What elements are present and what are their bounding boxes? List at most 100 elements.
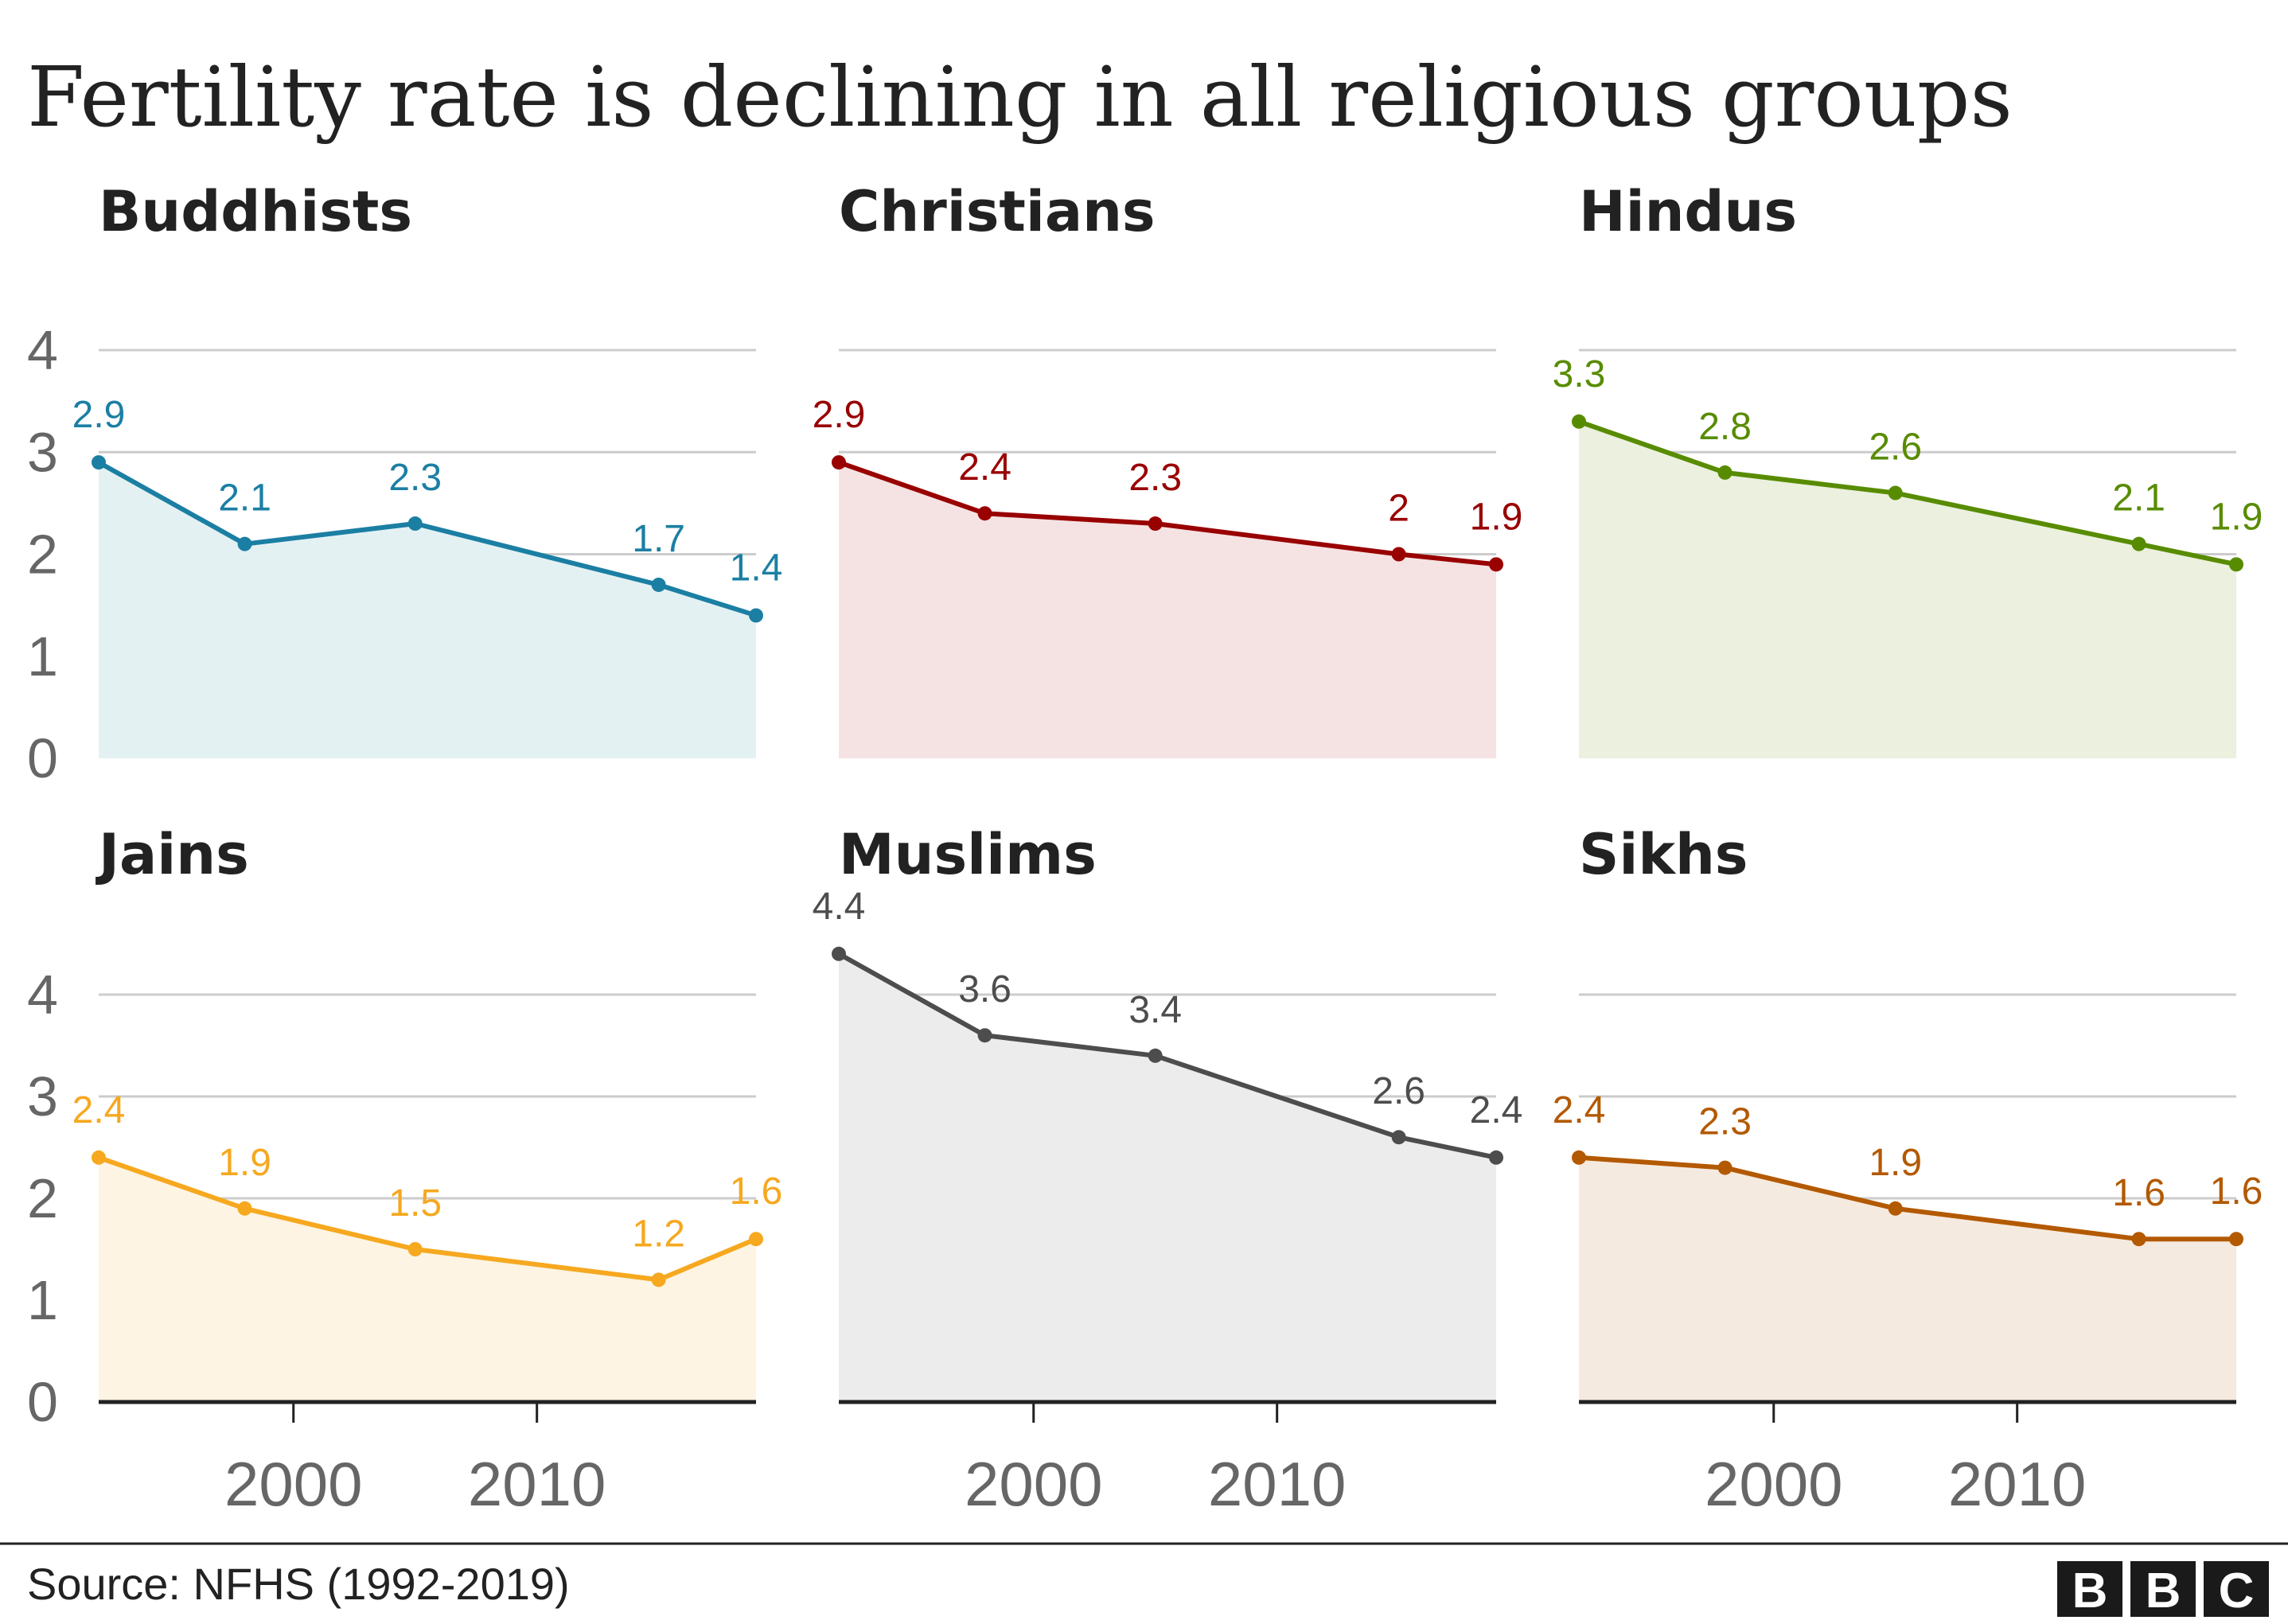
data-label: 3.6 [958,968,1011,1011]
x-tick-label: 2000 [224,1449,363,1519]
data-point [237,1201,252,1216]
data-point [832,455,846,470]
y-tick-label: 3 [27,421,58,483]
data-point [1888,1201,1903,1216]
y-tick-label: 2 [27,1167,58,1229]
data-point [407,516,423,532]
data-label: 1.6 [2112,1172,2165,1214]
data-point [977,506,992,521]
panel-title: Buddhists [99,179,412,244]
area-fill [839,462,1496,758]
data-label: 2.3 [1698,1101,1752,1143]
x-tick-label: 2010 [1948,1449,2087,1519]
data-label: 2.4 [72,1089,126,1131]
data-point [407,1242,423,1256]
data-label: 4.4 [813,886,866,928]
bbc-logo-letter: C [2219,1564,2255,1618]
data-label: 2.9 [72,394,126,436]
data-point [1572,414,1586,429]
data-point [2131,536,2146,551]
data-label: 1.9 [2210,496,2263,538]
y-tick-label: 3 [27,1065,58,1127]
data-point [977,1028,992,1043]
chart-panels: Buddhists 0 1 2 3 4 2.9 2.1 2.3 1.7 1.4 Christians 2… [27,179,2263,1519]
y-tick-label: 0 [27,727,58,789]
data-point [1148,516,1163,532]
panel-title: Sikhs [1579,822,1748,887]
x-tick-label: 2000 [965,1449,1103,1519]
panel-title: Hindus [1579,179,1797,244]
panel-christians: Christians 2.9 2.4 2.3 2 1.9 [813,179,1523,758]
data-point [2229,557,2243,572]
data-label: 2.1 [2112,477,2165,520]
area-fill [99,462,756,758]
panel-hindus: Hindus 3.3 2.8 2.6 2.1 1.9 [1553,179,2263,758]
data-point [651,577,666,592]
area-fill [1579,421,2236,758]
data-label: 2.3 [388,457,442,499]
x-tick-label: 2000 [1705,1449,1843,1519]
data-label: 1.9 [218,1142,271,1184]
x-tick-label: 2010 [1208,1449,1347,1519]
data-point [1391,1130,1406,1145]
bbc-logo-block [2130,1561,2196,1617]
data-point [2229,1232,2243,1247]
data-point [1888,485,1903,500]
data-point [237,536,252,551]
data-point [1391,547,1406,562]
data-label: 2.4 [1470,1089,1523,1131]
data-label: 2.8 [1698,406,1752,448]
data-label: 2.1 [218,477,271,520]
data-label: 1.6 [730,1170,783,1213]
x-tick-label: 2010 [468,1449,606,1519]
data-point [1489,557,1503,572]
data-point [92,1150,106,1165]
chart-title: Fertility rate is declining in all relig… [27,49,2013,146]
data-label: 1.7 [632,518,685,560]
panel-jains: Jains 0 1 2 3 4 2000 2010 2.4 1.9 1.5 1.2 1.6 [27,822,782,1519]
data-label: 1.9 [1869,1142,1922,1184]
data-label: 1.5 [388,1182,442,1225]
data-point [1717,1160,1733,1175]
panel-title: Jains [95,822,249,887]
data-point [749,608,763,623]
area-fill [99,1157,756,1402]
data-point [749,1232,763,1247]
data-label: 1.4 [730,547,783,589]
panel-sikhs: Sikhs 2000 2010 2.4 2.3 1.9 1.6 1.6 [1553,822,2263,1519]
area-fill [1579,1157,2236,1402]
area-fill [839,953,1496,1402]
panel-title: Muslims [839,822,1097,887]
y-tick-label: 4 [27,964,58,1026]
data-label: 1.2 [632,1213,685,1255]
bbc-logo-letter: B [2072,1564,2108,1618]
y-tick-label: 2 [27,524,58,586]
bbc-logo-block [2204,1561,2269,1617]
bbc-logo-block [2057,1561,2122,1617]
data-label: 2 [1388,488,1409,530]
data-point [2131,1232,2146,1247]
bbc-logo-letter: B [2146,1564,2181,1618]
panel-muslims: Muslims 2000 2010 4.4 3.6 3.4 2.6 2.4 [813,822,1523,1519]
data-label: 1.9 [1470,496,1523,538]
data-point [1148,1048,1163,1063]
y-tick-label: 0 [27,1371,58,1433]
data-point [1489,1150,1503,1165]
data-point [1572,1150,1586,1165]
data-label: 2.4 [958,446,1011,489]
data-label: 2.6 [1372,1070,1425,1112]
source-note: Source: NFHS (1992-2019) [27,1559,570,1609]
data-label: 1.6 [2210,1170,2263,1213]
y-tick-label: 1 [27,1269,58,1331]
data-label: 3.3 [1553,353,1606,395]
data-label: 2.4 [1553,1089,1606,1131]
data-label: 2.9 [813,394,866,436]
data-label: 3.4 [1128,989,1182,1031]
data-point [651,1272,666,1287]
data-point [1717,465,1733,480]
y-tick-label: 4 [27,319,58,381]
panel-title: Christians [839,179,1156,244]
data-point [92,455,106,470]
panel-buddhists: Buddhists 0 1 2 3 4 2.9 2.1 2.3 1.7 1.4 [27,179,782,789]
